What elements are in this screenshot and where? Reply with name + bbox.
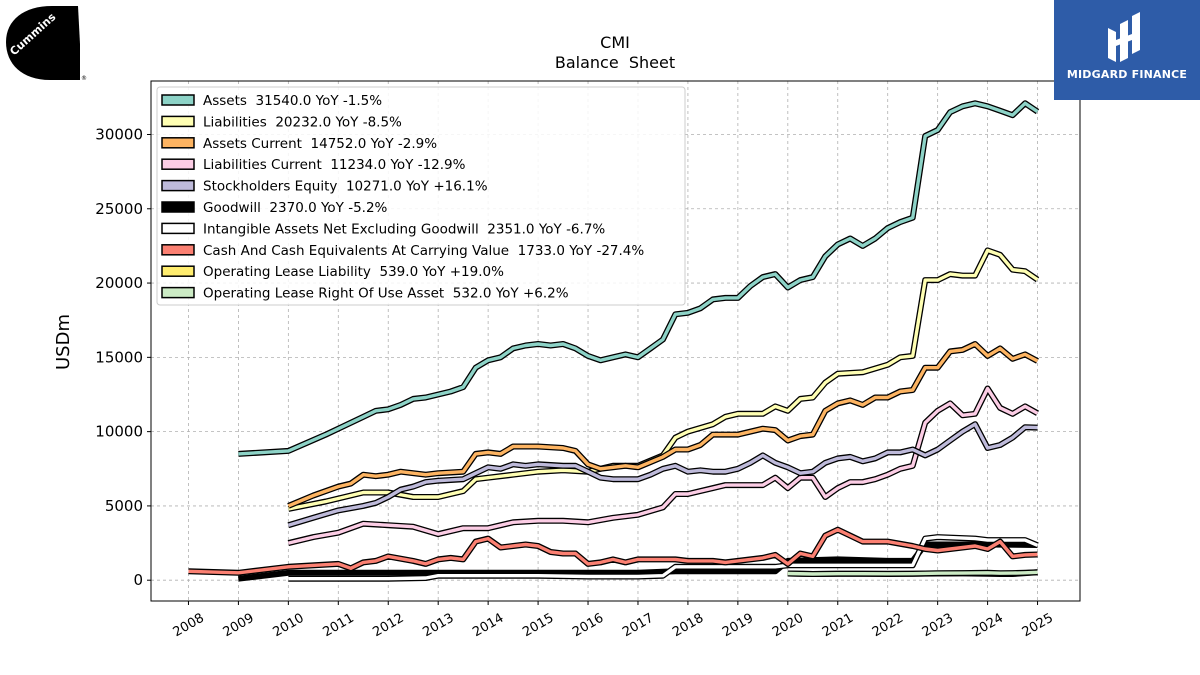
legend-swatch bbox=[161, 244, 195, 256]
series-line-6 bbox=[288, 534, 1039, 582]
x-tick-label: 2011 bbox=[320, 611, 356, 641]
cummins-logo: Cummins ® bbox=[4, 4, 88, 88]
series-line-stroke bbox=[287, 342, 1039, 508]
legend-label: Liabilities Current 11234.0 YoY -12.9% bbox=[203, 157, 466, 173]
x-tick-label: 2018 bbox=[670, 611, 706, 641]
legend-swatch bbox=[161, 137, 195, 149]
x-tick-label: 2015 bbox=[520, 611, 556, 641]
y-tick-label: 20000 bbox=[95, 274, 143, 292]
x-tick-label: 2013 bbox=[420, 611, 456, 641]
y-tick-label: 5000 bbox=[105, 497, 143, 515]
legend-swatch bbox=[161, 286, 195, 299]
series-line-2 bbox=[287, 341, 1039, 509]
x-tick-label: 2008 bbox=[171, 611, 207, 641]
x-tick-label: 2020 bbox=[770, 611, 806, 641]
series-line-1 bbox=[287, 247, 1040, 512]
series-line-4 bbox=[287, 421, 1038, 529]
y-tick-label: 0 bbox=[133, 571, 143, 589]
x-tick-label: 2009 bbox=[221, 611, 257, 641]
x-tick-label: 2024 bbox=[970, 611, 1006, 641]
legend-swatch bbox=[161, 179, 195, 192]
x-tick-label: 2012 bbox=[370, 611, 406, 641]
legend-entry: Operating Lease Right Of Use Asset 532.0… bbox=[161, 286, 569, 302]
y-tick-label: 30000 bbox=[95, 125, 143, 143]
legend-entry: Goodwill 2370.0 YoY -5.2% bbox=[161, 200, 388, 216]
series-line-stroke bbox=[288, 386, 1039, 545]
svg-text:®: ® bbox=[81, 75, 87, 82]
plot-frame bbox=[150, 80, 1081, 602]
legend-label: Operating Lease Liability 539.0 YoY +19.… bbox=[203, 264, 504, 280]
series-line-0 bbox=[238, 100, 1040, 457]
legend-label: Stockholders Equity 10271.0 YoY +16.1% bbox=[203, 179, 488, 195]
legend-label: Assets Current 14752.0 YoY -2.9% bbox=[203, 136, 437, 152]
legend-entry: Liabilities Current 11234.0 YoY -12.9% bbox=[161, 157, 466, 173]
legend-swatch bbox=[161, 158, 195, 170]
chart-title: CMI bbox=[600, 33, 630, 52]
legend-label: Assets 31540.0 YoY -1.5% bbox=[203, 93, 382, 109]
legend-entry: Stockholders Equity 10271.0 YoY +16.1% bbox=[161, 179, 488, 195]
series-line-stroke bbox=[287, 422, 1038, 527]
legend-swatch bbox=[161, 265, 195, 277]
x-tick-label: 2019 bbox=[720, 611, 756, 641]
series-line-stroke bbox=[188, 528, 1038, 575]
legend-swatch bbox=[161, 201, 195, 213]
legend-entry: Intangible Assets Net Excluding Goodwill… bbox=[161, 221, 605, 237]
legend-label: Cash And Cash Equivalents At Carrying Va… bbox=[203, 243, 644, 259]
series-line-stroke bbox=[288, 248, 1039, 511]
legend-label: Intangible Assets Net Excluding Goodwill… bbox=[203, 221, 605, 237]
midgard-finance-emblem bbox=[1108, 12, 1140, 62]
x-tick-label: 2014 bbox=[470, 611, 506, 641]
y-tick-label: 25000 bbox=[95, 200, 143, 218]
x-tick-label: 2022 bbox=[870, 611, 906, 641]
legend-swatch bbox=[161, 115, 195, 128]
midgard-finance-brand: MIDGARD FINANCE bbox=[1054, 0, 1200, 100]
x-tick-label: 2025 bbox=[1020, 611, 1056, 641]
brand-name: MIDGARD FINANCE bbox=[1066, 68, 1188, 81]
chart-subtitle: Balance Sheet bbox=[555, 53, 675, 72]
series-line-3 bbox=[287, 385, 1039, 547]
cummins-logo-mark: Cummins ® bbox=[6, 6, 87, 82]
x-tick-label: 2023 bbox=[920, 611, 956, 641]
legend-swatch bbox=[161, 94, 195, 106]
legend-label: Operating Lease Right Of Use Asset 532.0… bbox=[203, 286, 569, 302]
legend-entry: Liabilities 20232.0 YoY -8.5% bbox=[161, 114, 402, 130]
series-line-stroke bbox=[238, 101, 1039, 456]
y-axis-label: USDm bbox=[53, 314, 74, 370]
legend-swatch bbox=[161, 222, 195, 235]
y-axis: 0 5000 10000 15000 20000 25000 30000 bbox=[95, 125, 151, 589]
x-tick-label: 2016 bbox=[570, 611, 606, 641]
legend-label: Liabilities 20232.0 YoY -8.5% bbox=[203, 114, 402, 130]
series-line-stroke bbox=[288, 535, 1039, 581]
legend-entry: Assets Current 14752.0 YoY -2.9% bbox=[161, 136, 437, 152]
legend-label: Goodwill 2370.0 YoY -5.2% bbox=[203, 200, 388, 216]
x-axis: 2008 2009 2010 2011 2012 2013 2014 2015 2016 2017… bbox=[171, 601, 1056, 640]
legend-entry: Operating Lease Liability 539.0 YoY +19.… bbox=[161, 264, 504, 280]
x-tick-label: 2010 bbox=[271, 611, 307, 641]
series-lines bbox=[188, 100, 1040, 582]
x-tick-label: 2021 bbox=[820, 611, 856, 641]
series-line-stroke bbox=[787, 570, 1038, 576]
y-tick-label: 15000 bbox=[95, 348, 143, 366]
y-tick-label: 10000 bbox=[95, 423, 143, 441]
series-line-7 bbox=[188, 526, 1038, 576]
x-tick-label: 2017 bbox=[620, 611, 656, 641]
legend-entry: Assets 31540.0 YoY -1.5% bbox=[161, 93, 382, 109]
legend-entry: Cash And Cash Equivalents At Carrying Va… bbox=[161, 243, 644, 259]
series-line-9 bbox=[787, 569, 1038, 577]
legend-box bbox=[156, 86, 686, 306]
legend: Assets 31540.0 YoY -1.5% Liabilities 2023… bbox=[156, 86, 686, 306]
